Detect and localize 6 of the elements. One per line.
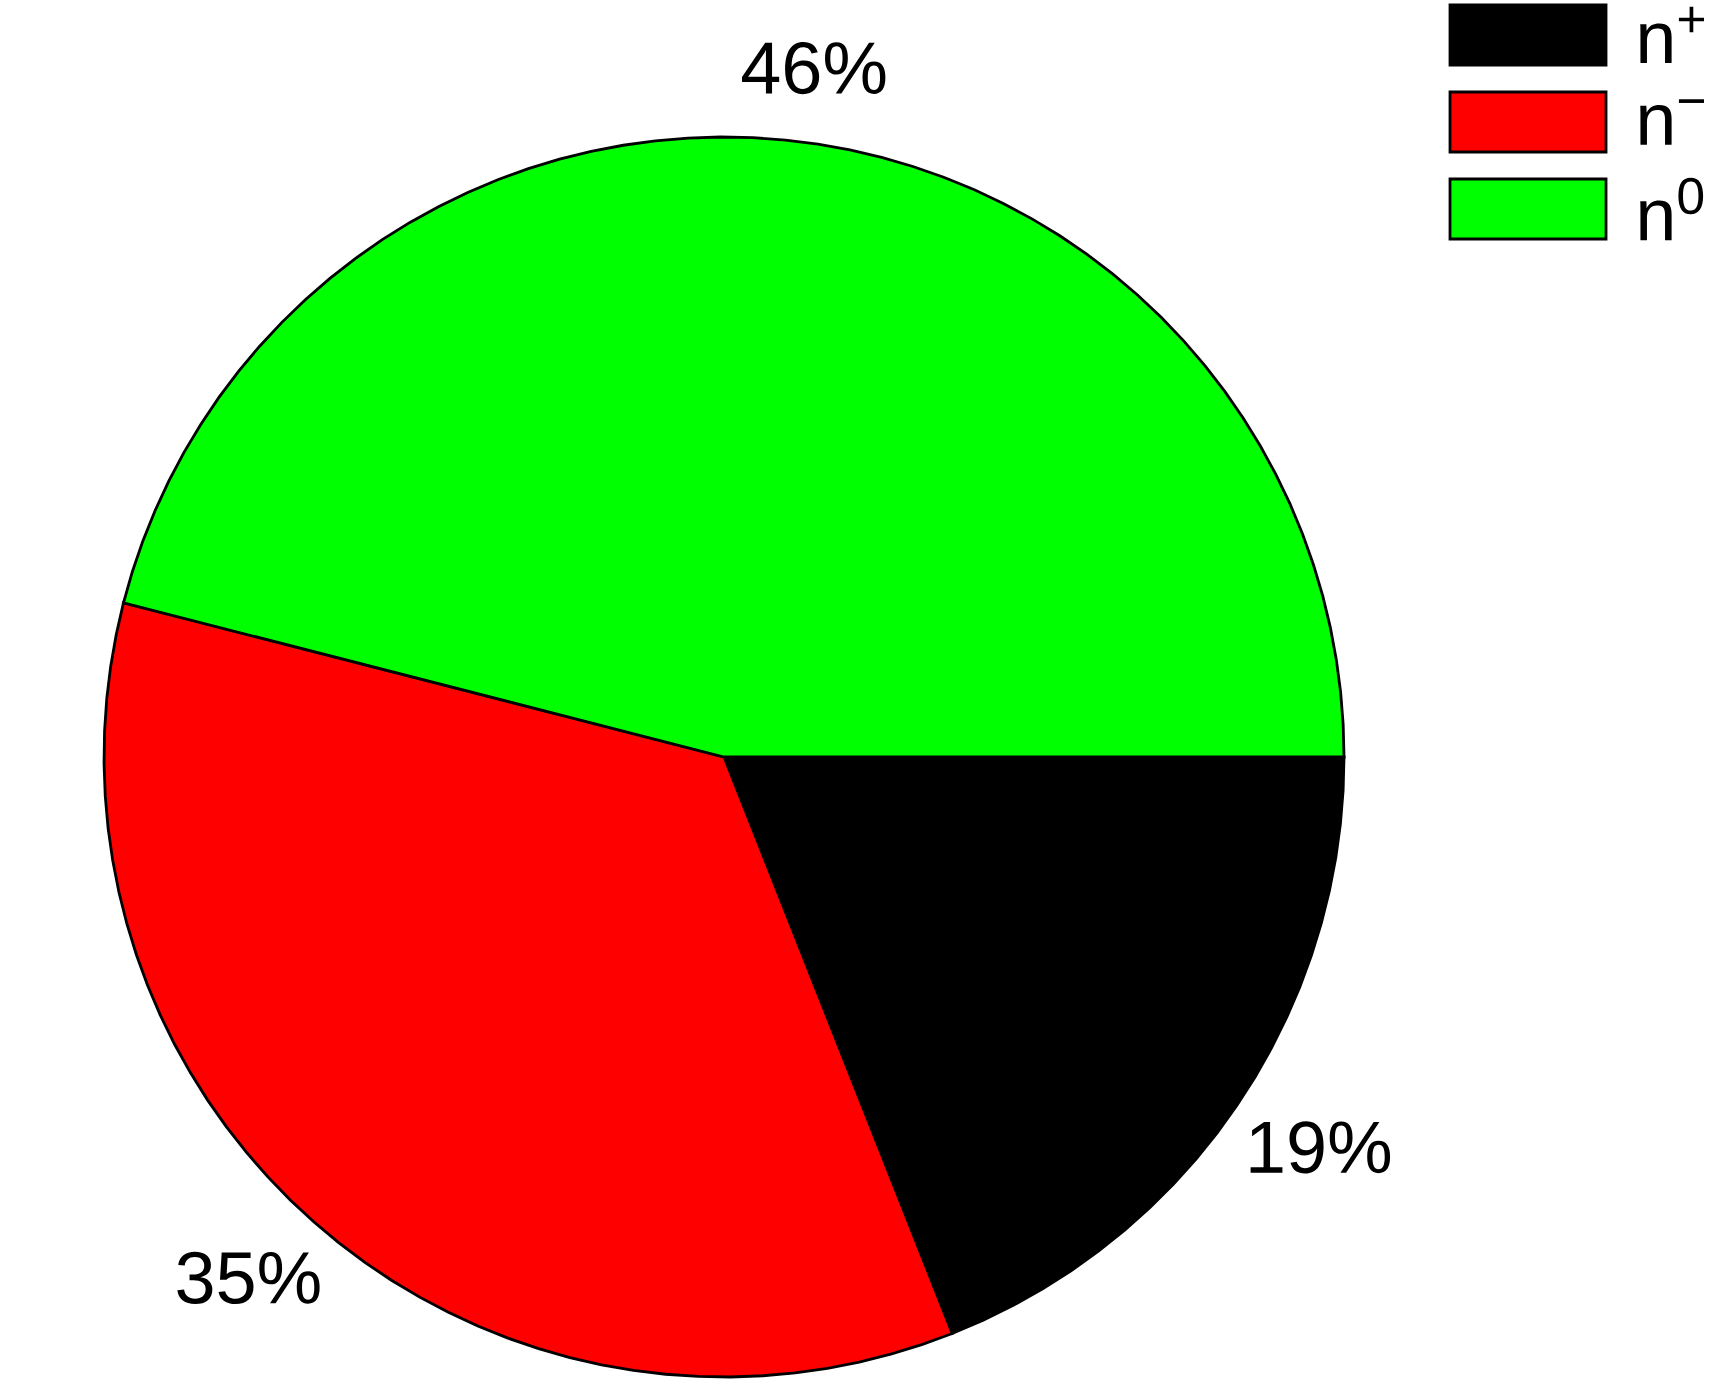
data-label: 35% — [177, 1251, 320, 1304]
legend-label: n$^{−}$ — [1640, 99, 1704, 145]
data-label: 19% — [1250, 1121, 1391, 1174]
legend-label: n$^{0}$ — [1640, 177, 1704, 241]
data-label: 46% — [742, 41, 886, 95]
legend-label: n$^{+}$ — [1640, 6, 1704, 64]
